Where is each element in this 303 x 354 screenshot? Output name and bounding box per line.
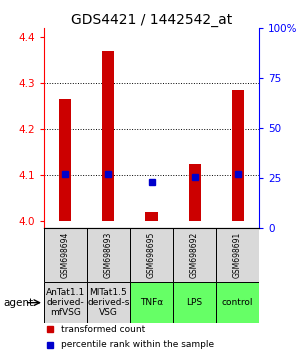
Bar xyxy=(188,164,201,221)
Bar xyxy=(173,228,216,282)
Bar xyxy=(87,228,130,282)
Bar xyxy=(145,212,158,221)
Text: agent: agent xyxy=(3,298,33,308)
Bar xyxy=(231,90,244,221)
Text: control: control xyxy=(222,298,253,307)
Text: GSM698692: GSM698692 xyxy=(190,232,199,278)
Bar xyxy=(59,99,72,221)
Text: AnTat1.1
derived-
mfVSG: AnTat1.1 derived- mfVSG xyxy=(46,289,85,317)
Bar xyxy=(216,282,259,324)
Bar xyxy=(44,228,87,282)
Text: GSM698691: GSM698691 xyxy=(233,232,242,278)
Text: GSM698694: GSM698694 xyxy=(61,232,70,278)
Text: GSM698695: GSM698695 xyxy=(147,232,156,278)
Bar xyxy=(130,282,173,324)
Text: percentile rank within the sample: percentile rank within the sample xyxy=(61,340,214,349)
Bar xyxy=(87,282,130,324)
Bar xyxy=(173,282,216,324)
Bar xyxy=(44,282,87,324)
Bar xyxy=(130,228,173,282)
Bar xyxy=(102,51,115,221)
Text: LPS: LPS xyxy=(186,298,203,307)
Text: GSM698693: GSM698693 xyxy=(104,232,113,278)
Title: GDS4421 / 1442542_at: GDS4421 / 1442542_at xyxy=(71,13,232,27)
Text: MITat1.5
derived-s
VSG: MITat1.5 derived-s VSG xyxy=(87,289,130,317)
Bar xyxy=(216,228,259,282)
Text: transformed count: transformed count xyxy=(61,325,145,334)
Text: TNFα: TNFα xyxy=(140,298,163,307)
